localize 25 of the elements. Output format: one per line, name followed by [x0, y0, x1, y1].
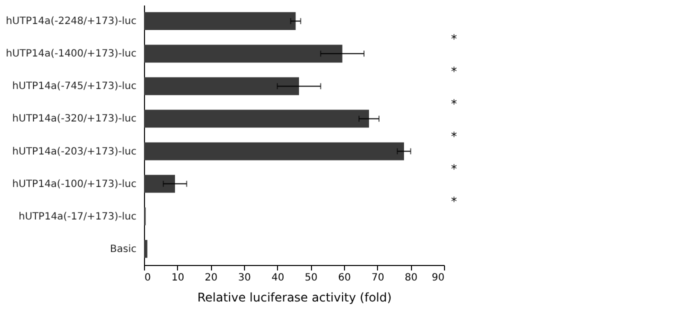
y-tick-label: hUTP14a(-203/+173)-luc — [12, 146, 136, 158]
text: * — [451, 32, 457, 46]
y-tick-label: hUTP14a(-745/+173)-luc — [12, 81, 136, 92]
x-tick-label: 80 — [404, 272, 418, 284]
text: * — [451, 64, 457, 79]
text: * — [451, 194, 457, 209]
y-tick-label: hUTP14a(-320/+173)-luc — [12, 114, 136, 125]
y-tick-label: hUTP14a(-100/+173)-luc — [12, 178, 136, 190]
y-tick-label: hUTP14a(-17/+173)-luc — [18, 211, 136, 222]
x-tick-label: 60 — [338, 272, 351, 284]
x-tick-label: 0 — [144, 272, 151, 284]
y-tick-label: Basic — [110, 244, 136, 255]
text: * — [451, 97, 457, 112]
x-tick-label: 20 — [204, 272, 218, 284]
x-axis-title: Relative luciferase activity (fold) — [197, 290, 392, 304]
x-tick-label: 50 — [304, 272, 318, 284]
x-tick-label: 10 — [171, 272, 184, 284]
x-tick-label: 70 — [371, 272, 384, 284]
text: * — [451, 130, 457, 144]
x-tick-label: 40 — [271, 272, 284, 284]
text: * — [451, 162, 457, 176]
x-tick-label: 90 — [432, 272, 444, 284]
y-tick-label: hUTP14a(-1400/+173)-luc — [6, 48, 136, 60]
y-tick-label: hUTP14a(-2248/+173)-luc — [6, 16, 136, 28]
x-tick-label: 30 — [238, 272, 251, 284]
